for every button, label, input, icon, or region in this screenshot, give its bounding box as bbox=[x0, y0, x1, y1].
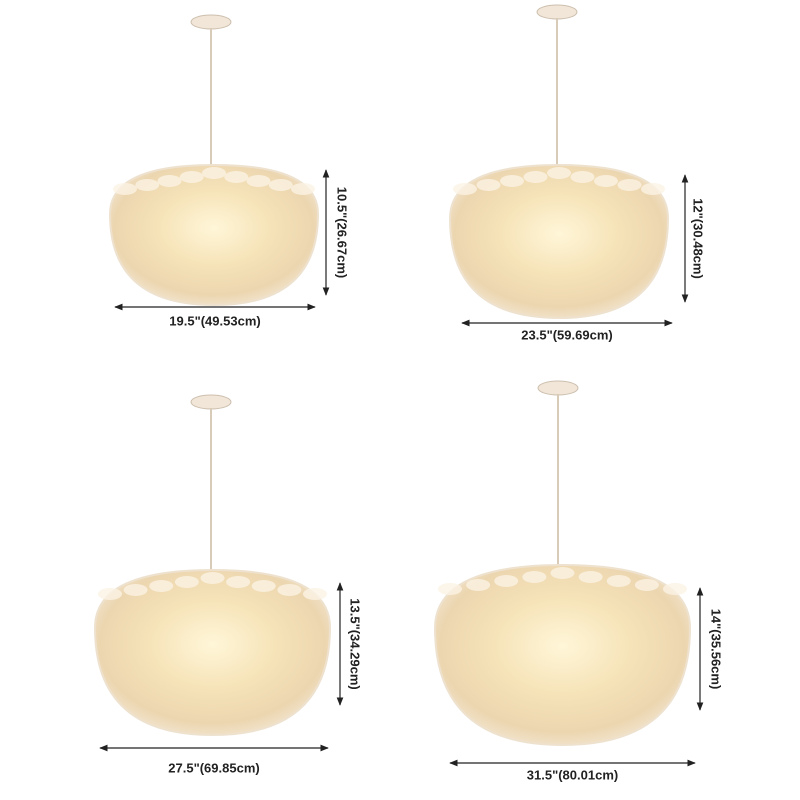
feather bbox=[476, 179, 501, 191]
feather bbox=[113, 183, 137, 195]
feather bbox=[617, 179, 642, 191]
feather bbox=[500, 175, 524, 187]
feather bbox=[157, 175, 182, 187]
canopy bbox=[190, 14, 232, 30]
feather bbox=[277, 584, 302, 596]
shade bbox=[93, 568, 332, 737]
feather bbox=[606, 575, 631, 587]
feather bbox=[123, 584, 148, 596]
width-label: 27.5"(69.85cm) bbox=[168, 760, 259, 775]
feather bbox=[453, 183, 477, 195]
shade bbox=[448, 163, 670, 320]
feather bbox=[494, 575, 519, 587]
feather bbox=[594, 175, 618, 187]
width-label: 19.5"(49.53cm) bbox=[169, 313, 260, 328]
feather bbox=[550, 567, 575, 579]
height-label: 12"(30.48cm) bbox=[691, 198, 706, 279]
canopy bbox=[537, 380, 579, 396]
shade bbox=[108, 163, 320, 307]
width-label: 31.5"(80.01cm) bbox=[527, 767, 618, 782]
feather bbox=[200, 572, 225, 584]
lamp: 10.5"(26.67cm) 19.5"(49.53cm) bbox=[108, 14, 350, 328]
feather bbox=[246, 175, 271, 187]
feather bbox=[251, 580, 276, 592]
feather bbox=[570, 171, 595, 183]
feather bbox=[179, 171, 204, 183]
feather bbox=[98, 588, 122, 600]
feather bbox=[268, 179, 293, 191]
lamp: 14"(35.56cm) 31.5"(80.01cm) bbox=[433, 380, 724, 782]
feather bbox=[149, 580, 174, 592]
height-label: 14"(35.56cm) bbox=[709, 609, 724, 690]
feather bbox=[522, 571, 547, 583]
feather bbox=[291, 183, 315, 195]
canopy bbox=[536, 4, 578, 20]
feather bbox=[438, 583, 462, 595]
lamp: 13.5"(34.29cm) 27.5"(69.85cm) bbox=[93, 394, 363, 775]
height-label: 13.5"(34.29cm) bbox=[348, 598, 363, 689]
feather bbox=[226, 576, 251, 588]
feather bbox=[303, 588, 327, 600]
shade bbox=[433, 563, 692, 747]
lamp: 12"(30.48cm) 23.5"(59.69cm) bbox=[448, 4, 706, 342]
feather bbox=[578, 571, 603, 583]
height-label: 10.5"(26.67cm) bbox=[335, 187, 350, 278]
width-label: 23.5"(59.69cm) bbox=[521, 327, 612, 342]
feather bbox=[202, 167, 226, 179]
feather bbox=[547, 167, 571, 179]
feather bbox=[224, 171, 249, 183]
feather bbox=[135, 179, 160, 191]
feather bbox=[663, 583, 687, 595]
canopy bbox=[190, 394, 232, 410]
feather bbox=[634, 579, 659, 591]
feather bbox=[523, 171, 548, 183]
feather bbox=[641, 183, 665, 195]
feather bbox=[466, 579, 491, 591]
feather bbox=[174, 576, 199, 588]
